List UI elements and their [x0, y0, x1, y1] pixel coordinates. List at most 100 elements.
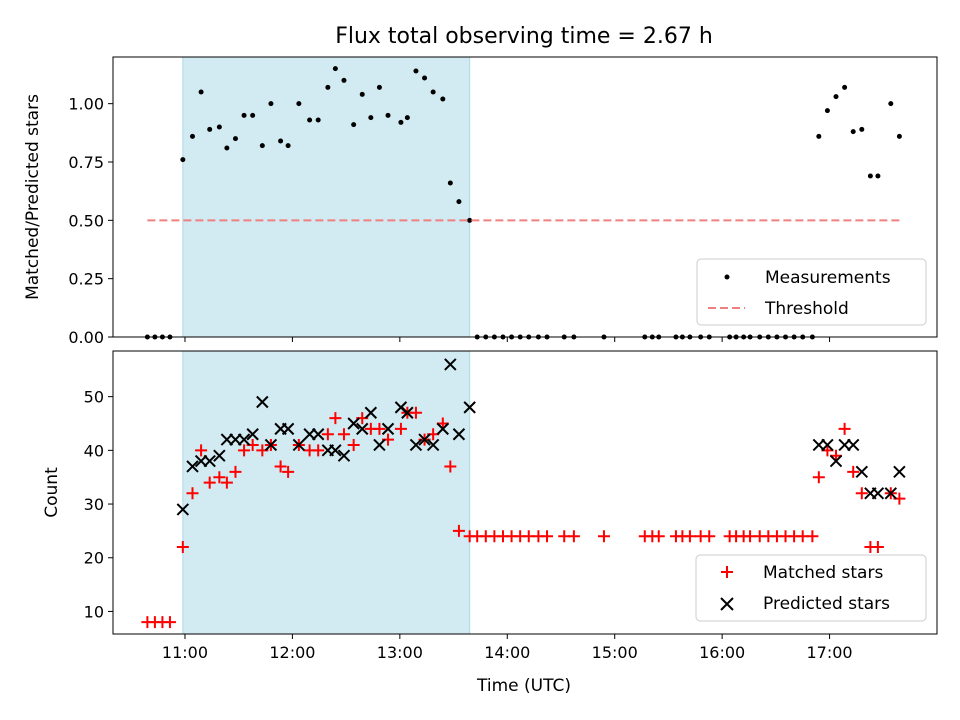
legend-matched-marker: [721, 566, 733, 578]
measurement-point: [385, 112, 391, 118]
y-tick-label: 1.00: [68, 95, 104, 114]
predicted-star-point: [821, 438, 834, 452]
ratio-legend-box: [696, 258, 927, 326]
measurement-point: [268, 101, 274, 107]
measurement-point: [413, 68, 419, 74]
y-tick-label: 50: [84, 388, 104, 407]
predicted-star-point: [203, 454, 216, 468]
x-tick-label: 16:00: [699, 643, 745, 662]
measurement-point: [467, 217, 473, 223]
matched-star-point: [812, 471, 825, 484]
measurement-point: [368, 115, 374, 121]
legend-matched-label: Matched stars: [763, 563, 883, 583]
ratio-panel: 0.00 0.25 0.50 0.75 1.00 Matched/Predicted s…: [23, 56, 938, 347]
measurement-point: [824, 108, 830, 114]
matched-star-point: [683, 530, 696, 543]
measurement-point: [250, 112, 256, 118]
measurement-point: [888, 101, 894, 107]
predicted-star-point: [246, 428, 259, 441]
measurement-point: [341, 77, 347, 83]
matched-star-point: [321, 428, 334, 441]
measurement-point: [232, 136, 238, 142]
measurement-point: [398, 119, 404, 125]
measurement-point: [842, 84, 848, 90]
measurement-point: [867, 173, 873, 179]
y-tick-label: 0.00: [68, 328, 104, 347]
predicted-star-point: [329, 444, 342, 457]
matched-star-point: [806, 530, 819, 543]
matched-star-point: [238, 444, 251, 457]
legend-threshold-label: Threshold: [764, 299, 849, 319]
y-tick-label: 0.75: [68, 153, 104, 172]
observing-interval-shade: [182, 56, 471, 338]
matched-star-point: [282, 465, 295, 478]
matched-star-point: [452, 524, 465, 537]
predicted-star-point: [237, 433, 251, 446]
measurement-point: [359, 91, 365, 97]
measurement-point: [241, 112, 247, 118]
matched-star-point: [652, 530, 665, 543]
predicted-star-point: [452, 428, 466, 441]
matched-star-point: [213, 471, 226, 484]
matched-star-point: [337, 428, 350, 441]
count-y-axis-label: Count: [42, 467, 62, 518]
x-tick-label: 11:00: [162, 643, 208, 662]
observing-interval-shade-count: [182, 350, 471, 635]
matched-star-point: [373, 422, 386, 435]
matched-star-point: [329, 412, 342, 425]
matched-star-point: [871, 541, 884, 554]
y-tick-label: 20: [84, 549, 104, 568]
measurement-point: [859, 126, 865, 132]
predicted-star-point: [871, 487, 885, 500]
count-axis-ticks: 11:00 12:00 13:00 14:00 15:00 16:00 17:00 10 20 3…: [84, 388, 853, 662]
x-tick-label: 14:00: [484, 643, 530, 662]
measurement-point: [278, 138, 284, 144]
y-tick-label: 0.50: [68, 211, 104, 230]
predicted-star-point: [347, 417, 360, 430]
x-tick-label: 13:00: [377, 643, 423, 662]
measurement-point: [285, 143, 291, 149]
measurement-point: [447, 180, 453, 186]
y-tick-label: 0.25: [68, 270, 104, 289]
matched-star-point: [567, 530, 580, 543]
matched-star-point: [220, 476, 233, 489]
matched-star-point: [847, 465, 860, 478]
ratio-legend: Measurements Threshold: [696, 258, 927, 326]
predicted-star-point: [213, 449, 226, 462]
predicted-star-point: [846, 438, 860, 452]
measurement-point: [456, 199, 462, 205]
predicted-star-point: [409, 438, 423, 452]
predicted-star-point: [256, 395, 269, 409]
measurement-point: [850, 129, 856, 135]
matched-star-point: [229, 465, 242, 478]
predicted-star-point: [418, 433, 431, 446]
count-axes-frame: [112, 350, 938, 635]
matched-star-point: [274, 460, 287, 473]
legend-predicted-label: Predicted stars: [763, 594, 890, 614]
matched-star-point: [312, 444, 325, 457]
measurement-point: [422, 75, 428, 81]
chart-title: Flux total observing time = 2.67 h: [335, 24, 713, 49]
measurement-point: [259, 143, 265, 149]
x-tick-label: 15:00: [592, 643, 638, 662]
y-tick-label: 40: [84, 441, 104, 460]
y-tick-label: 30: [84, 495, 104, 514]
matched-star-point: [703, 530, 716, 543]
measurement-point: [404, 115, 410, 121]
matched-star-point: [176, 541, 189, 554]
measurement-point: [224, 145, 230, 151]
measurement-point: [198, 89, 204, 95]
predicted-star-point: [463, 401, 476, 414]
measurement-point: [430, 89, 436, 95]
predicted-star-point: [281, 422, 295, 436]
measurement-point: [833, 94, 839, 100]
shaded-interval: [182, 56, 471, 338]
predicted-star-point: [444, 358, 457, 371]
measurement-point: [189, 133, 195, 139]
ratio-axis-ticks: 0.00 0.25 0.50 0.75 1.00: [68, 95, 831, 347]
predicted-star-point: [829, 454, 843, 468]
measurement-point: [296, 101, 302, 107]
matched-star-point: [195, 444, 208, 457]
shaded-interval: [182, 350, 471, 635]
y-tick-label: 10: [84, 602, 104, 621]
